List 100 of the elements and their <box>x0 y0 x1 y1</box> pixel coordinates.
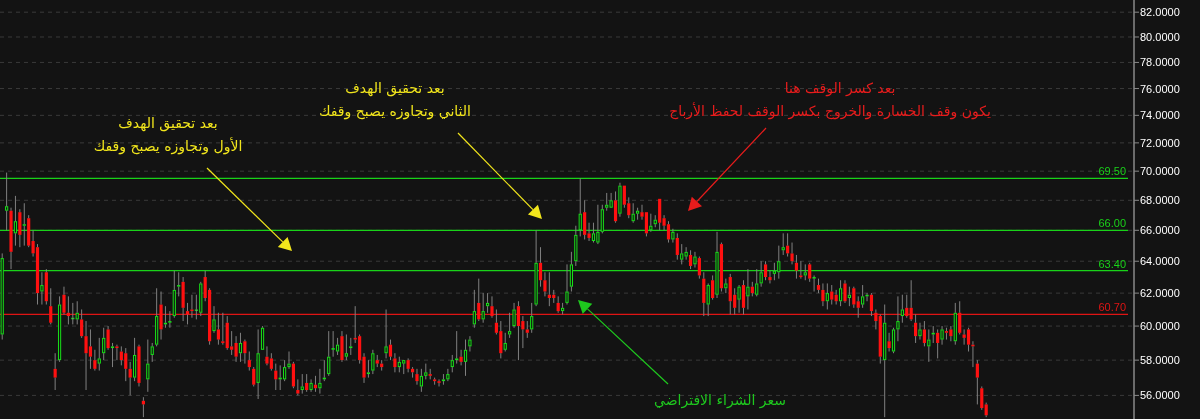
candlestick <box>243 339 247 365</box>
candlestick <box>468 335 472 353</box>
candlestick <box>238 332 243 363</box>
candlestick <box>516 300 521 361</box>
candlestick <box>499 320 503 359</box>
y-tick-label: 80.0000 <box>1140 30 1180 43</box>
candlestick <box>825 282 829 310</box>
candlestick <box>40 271 44 306</box>
candlestick <box>702 271 706 317</box>
candlestick <box>477 278 481 322</box>
candlestick <box>150 342 154 363</box>
candlestick <box>110 342 115 368</box>
candlestick <box>816 278 821 294</box>
candlestick <box>300 373 304 395</box>
candlestick <box>163 305 168 329</box>
candlestick <box>9 207 13 270</box>
candlestick <box>490 295 494 319</box>
annotation: الأول وتجاوزه يصبح وقفك <box>93 137 243 155</box>
candlestick <box>953 302 957 346</box>
candlestick <box>763 260 768 281</box>
candlestick <box>706 282 710 317</box>
candlestick <box>565 263 569 306</box>
ref-line-label: 63.40 <box>1098 257 1126 270</box>
candlestick <box>181 276 185 322</box>
candlestick <box>905 294 909 319</box>
candlestick <box>688 249 693 270</box>
candlestick <box>375 354 379 368</box>
candlestick <box>344 333 348 361</box>
candlestick <box>459 349 463 366</box>
annotation: سعر الشراء الافتراضي <box>654 392 786 409</box>
candlestick <box>18 208 22 248</box>
candlestick <box>613 190 618 224</box>
candlestick <box>962 328 966 346</box>
candlestick <box>746 268 750 310</box>
candlestick <box>596 204 600 245</box>
candlestick <box>102 327 106 361</box>
candlestick <box>437 378 441 387</box>
candlestick <box>503 332 507 353</box>
candlestick <box>322 359 326 382</box>
candlestick <box>666 220 671 244</box>
candlestick <box>781 232 785 256</box>
annotation: بعد تحقيق الهدف <box>118 115 218 132</box>
ref-line-label: 69.50 <box>1098 165 1126 178</box>
candlestick <box>472 289 476 329</box>
candlestick <box>481 292 485 324</box>
candlestick <box>57 295 62 363</box>
candlestick <box>878 313 882 365</box>
candlestick <box>62 286 66 315</box>
candlestick <box>618 182 622 218</box>
candlestick <box>578 177 582 237</box>
candlestick <box>335 337 340 356</box>
candlestick <box>177 271 181 297</box>
y-tick-label: 60.0000 <box>1140 320 1180 333</box>
candlestick <box>631 202 635 224</box>
candlestick <box>402 360 406 375</box>
candlestick <box>799 260 803 280</box>
candlestick <box>508 312 512 339</box>
candlestick <box>918 322 922 341</box>
y-tick-label: 76.0000 <box>1140 82 1180 95</box>
candlestick <box>463 339 468 377</box>
candlestick <box>830 284 834 306</box>
y-tick-label: 82.0000 <box>1140 6 1180 19</box>
candlestick <box>869 292 874 317</box>
candlestick <box>768 270 772 284</box>
candlestick <box>80 308 84 339</box>
candlestick <box>371 349 375 375</box>
candlestick <box>35 243 40 306</box>
candlestick <box>137 344 141 387</box>
candlestick <box>455 330 459 365</box>
candlestick <box>287 351 291 370</box>
candlestick <box>856 295 860 319</box>
candlestick <box>327 330 331 377</box>
candlestick <box>543 271 547 297</box>
candlestick <box>980 385 984 411</box>
candlestick <box>715 231 719 299</box>
candlestick <box>534 229 538 307</box>
annotation: بعد كسر الوقف هنا <box>784 80 896 97</box>
candlestick <box>975 359 979 405</box>
ref-line-label: 66.00 <box>1098 217 1126 230</box>
candlestick <box>5 172 9 231</box>
y-tick-label: 68.0000 <box>1140 194 1180 207</box>
candlestick <box>446 368 450 382</box>
candlestick <box>318 368 322 395</box>
candlestick <box>812 274 816 292</box>
candlestick <box>388 339 393 361</box>
candlestick <box>13 195 18 247</box>
y-tick-label: 70.0000 <box>1140 165 1180 178</box>
candlestick <box>525 320 529 339</box>
candlestick <box>265 345 269 366</box>
candlestick <box>441 373 446 386</box>
candlestick <box>212 305 216 334</box>
candlestick <box>115 344 119 361</box>
candlestick <box>552 289 556 304</box>
ref-line-label: 60.70 <box>1098 301 1126 314</box>
candlestick <box>305 373 309 393</box>
candlestick <box>949 325 953 342</box>
candlestick <box>512 302 516 329</box>
candlestick <box>309 378 313 393</box>
y-tick-label: 74.0000 <box>1140 109 1180 122</box>
annotation: بعد تحقيق الهدف <box>345 80 445 97</box>
